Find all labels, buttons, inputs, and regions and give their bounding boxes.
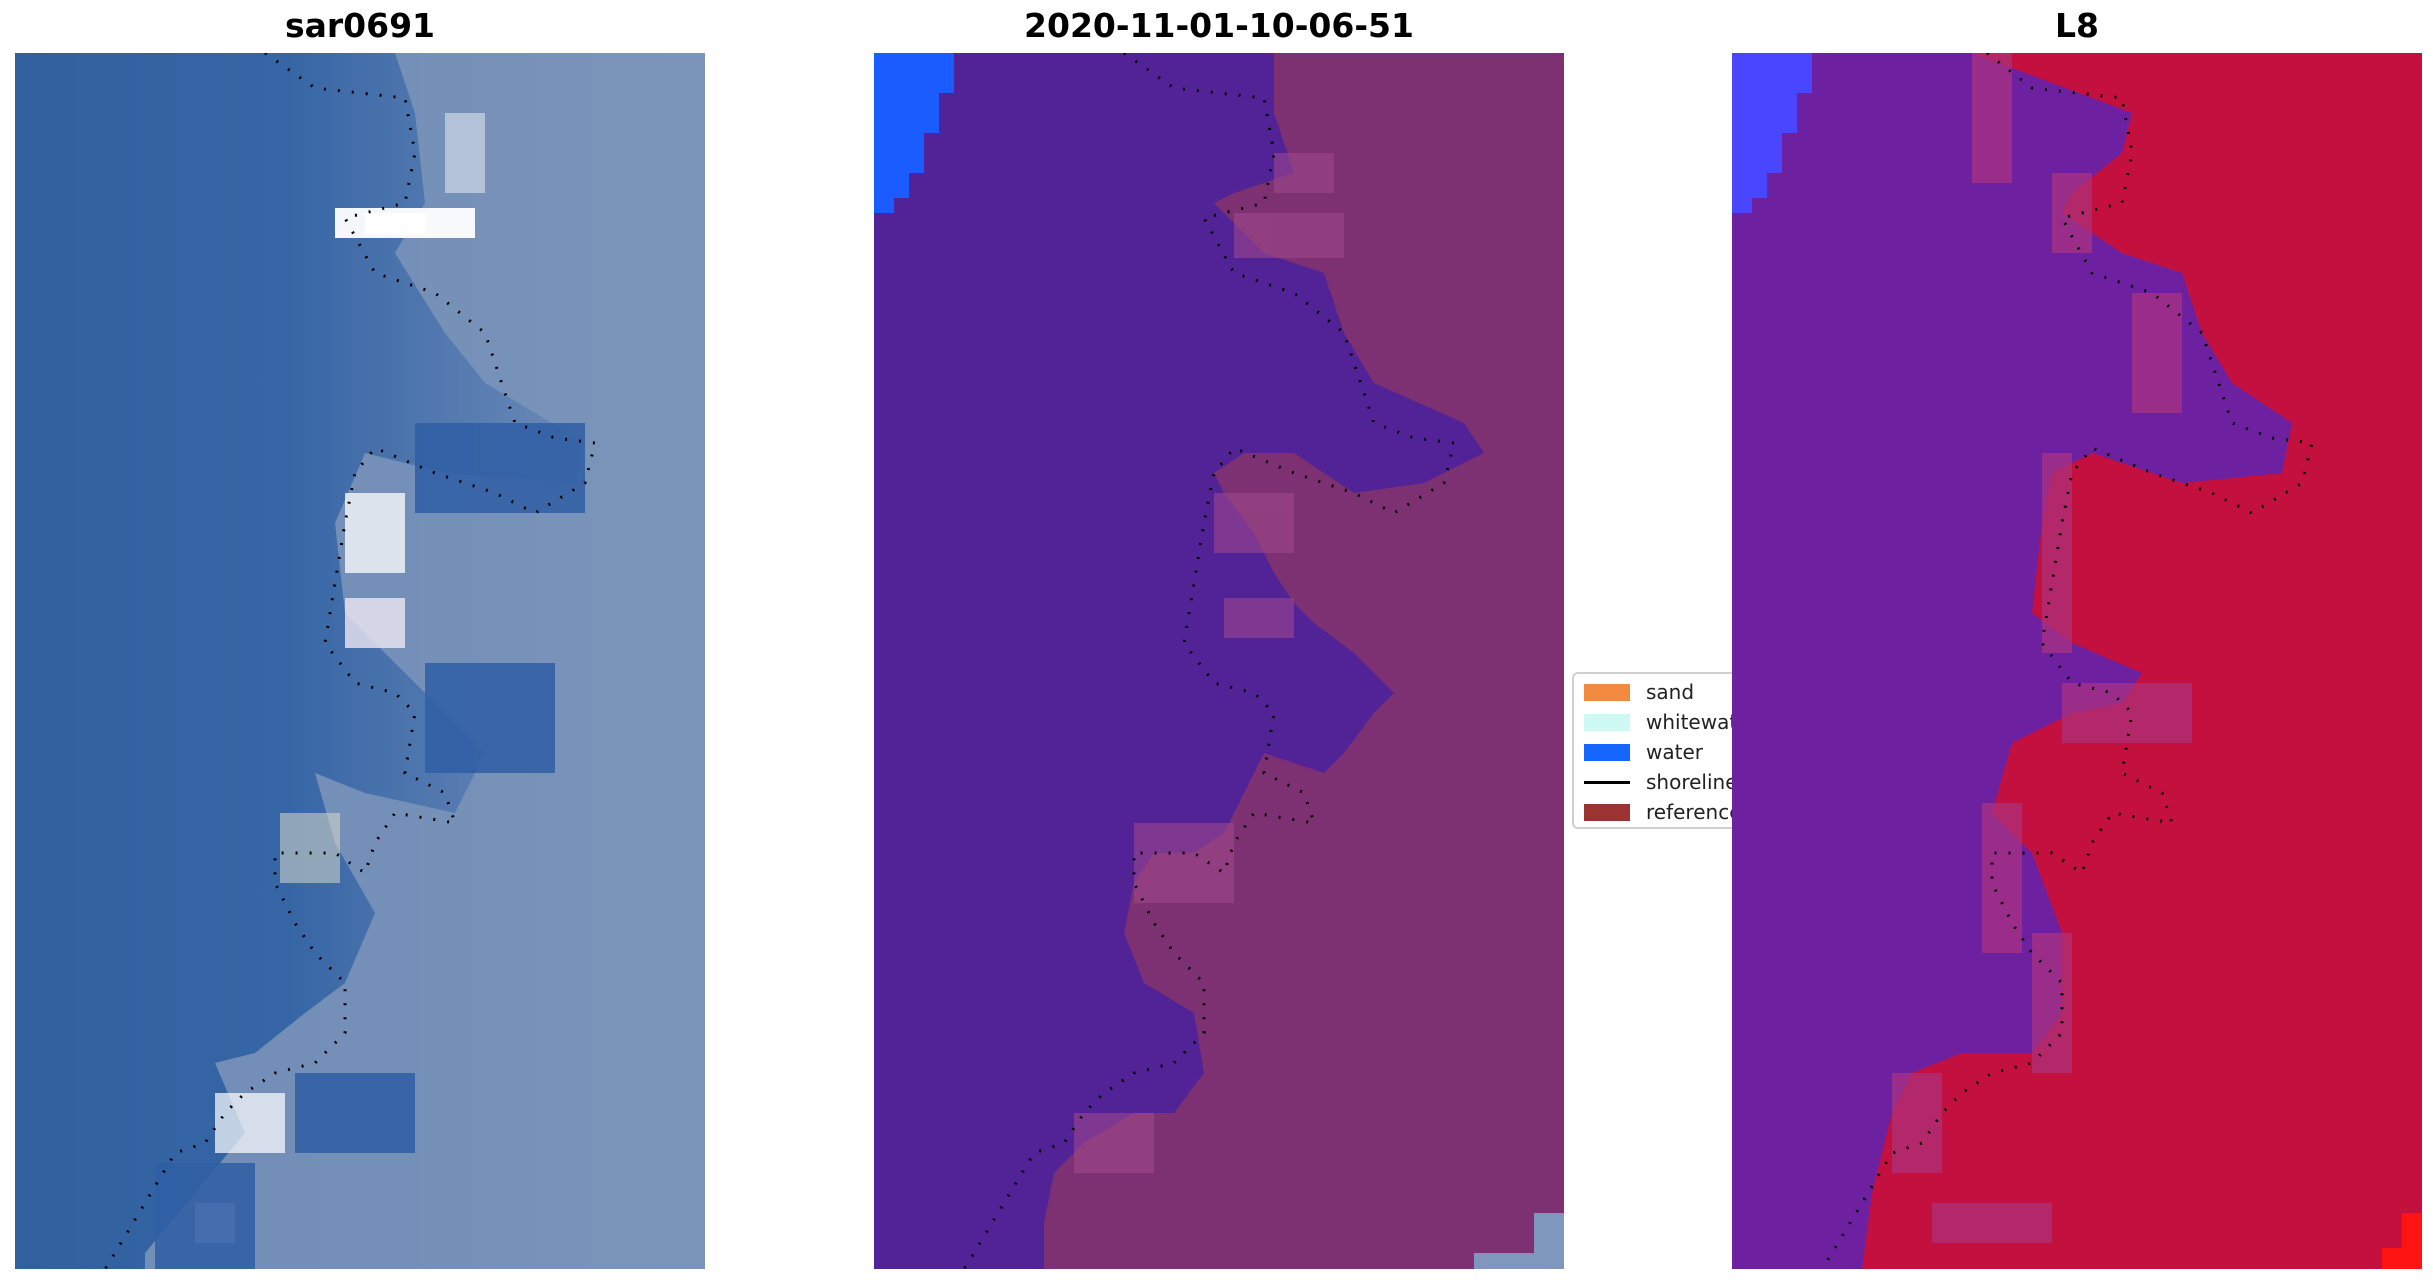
- red-corner: [2402, 1213, 2422, 1269]
- legend-label: shoreline: [1646, 770, 1732, 794]
- rgb-image: [15, 53, 705, 1269]
- shoreline: [962, 53, 1456, 1269]
- land-class-area: [1044, 53, 1564, 1269]
- legend-label: reference: [1646, 800, 1732, 824]
- legend-item-whitewater: whitewat: [1584, 710, 1732, 734]
- panel-title-mndwi: L8: [2055, 6, 2099, 45]
- land-rgb-corner: [1534, 1213, 1564, 1269]
- mndwi-image-panel: [1732, 53, 2422, 1269]
- sand-swatch: [1584, 683, 1630, 701]
- legend-item-shoreline: shoreline: [1584, 770, 1732, 794]
- legend-label: water: [1646, 740, 1703, 764]
- land-area: [145, 53, 705, 1269]
- transition-band: [1892, 53, 2192, 1243]
- panel-title-classified: 2020-11-01-10-06-51: [1024, 6, 1414, 45]
- legend: sand whitewat water shoreline reference: [1572, 672, 1732, 829]
- dark-water-channels: [155, 423, 585, 1269]
- legend-item-water: water: [1584, 740, 1703, 764]
- water-swatch: [1584, 743, 1630, 761]
- water-class-patch: [874, 53, 954, 213]
- shoreline-line-swatch: [1584, 780, 1630, 784]
- bright-land-patches: [1074, 153, 1344, 1173]
- rgb-image-panel: [15, 53, 705, 1269]
- water-index-patch: [1732, 53, 1812, 213]
- legend-label: whitewat: [1646, 710, 1732, 734]
- land-index-area: [1862, 53, 2422, 1269]
- legend-label: sand: [1646, 680, 1695, 704]
- whitewater-swatch: [1584, 713, 1630, 731]
- classified-image: [874, 53, 1564, 1269]
- mndwi-image: [1732, 53, 2422, 1269]
- panel-title-rgb: sar0691: [284, 6, 436, 45]
- legend-item-reference: reference: [1584, 800, 1732, 824]
- classified-image-panel: [874, 53, 1564, 1269]
- reference-swatch: [1584, 803, 1630, 821]
- shoreline: [103, 53, 597, 1269]
- legend-item-sand: sand: [1584, 680, 1694, 704]
